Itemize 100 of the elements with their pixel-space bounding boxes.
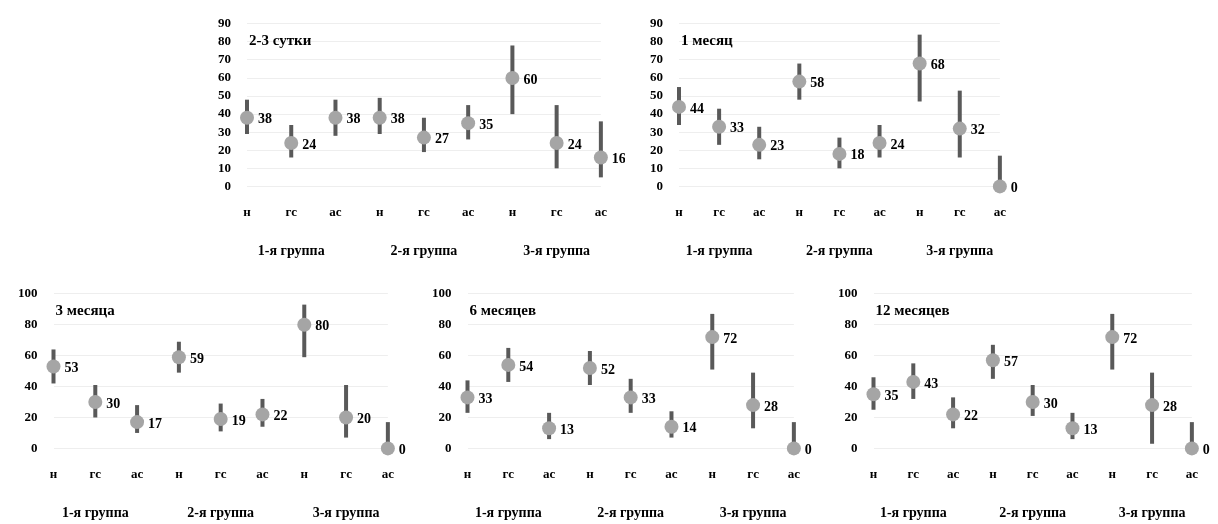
x-tick-label: гс (833, 203, 846, 219)
x-tick-label: гс (953, 203, 966, 219)
text: 3-я группа (523, 242, 591, 258)
x-tick-label: н (1108, 465, 1117, 481)
data-label: 13 (560, 421, 575, 437)
point (1184, 441, 1199, 456)
y-tick-label: 30 (650, 123, 663, 139)
data-label: 19 (231, 412, 246, 428)
x-tick-label: гс (1146, 465, 1159, 481)
text: 1-я группа (61, 504, 129, 520)
point (505, 71, 520, 85)
x-tick-label: н (915, 203, 924, 219)
x-tick-label: гс (285, 203, 298, 219)
text: 12 месяцев (875, 302, 950, 319)
x-tick-label: н (508, 203, 517, 219)
y-tick-label: 0 (31, 439, 38, 455)
point (872, 136, 887, 151)
data-label: 33 (478, 390, 493, 406)
x-tick-label: ас (256, 465, 269, 481)
data-label: 28 (764, 398, 779, 414)
point (240, 110, 254, 125)
data-label: 33 (641, 390, 656, 406)
text: 2-3 сутки (249, 32, 312, 49)
data-label: 72 (1123, 330, 1138, 346)
x-tick-label: ас (753, 203, 766, 219)
data-label: 32 (970, 122, 985, 138)
data-label: 0 (804, 442, 812, 458)
y-tick-label: 0 (224, 177, 231, 193)
y-tick-label: 20 (438, 408, 452, 424)
y-tick-label: 50 (218, 87, 231, 103)
y-tick-label: 10 (650, 159, 663, 175)
y-tick-label: 50 (650, 87, 663, 103)
data-label: 28 (1163, 398, 1178, 414)
data-label: 20 (357, 411, 372, 427)
data-label: 14 (682, 420, 697, 436)
y-tick-label: 80 (24, 316, 38, 332)
text: 3-я группа (1118, 504, 1186, 520)
point (88, 395, 103, 410)
point (1145, 398, 1160, 413)
x-tick-label: н (49, 465, 58, 481)
y-tick-label: 60 (24, 347, 38, 362)
data-label: 80 (315, 318, 330, 334)
point (952, 121, 967, 136)
point (664, 419, 679, 434)
point (1065, 421, 1080, 436)
x-tick-label: н (243, 203, 252, 219)
data-label: 68 (930, 57, 945, 73)
data-label: 38 (346, 111, 361, 127)
text: 1-я группа (685, 242, 753, 258)
y-tick-label: 100 (838, 285, 858, 301)
text: 2-я группа (999, 504, 1067, 520)
data-label: 38 (258, 111, 272, 127)
text: 1 месяц (681, 32, 734, 49)
point (786, 441, 801, 456)
data-label: 16 (611, 151, 626, 167)
data-label: 72 (723, 330, 738, 346)
text: 3-я группа (312, 504, 380, 520)
y-tick-label: 100 (432, 285, 452, 301)
x-tick-label: гс (713, 203, 726, 219)
data-label: 43 (924, 375, 939, 391)
data-label: 54 (519, 358, 534, 374)
x-tick-label: н (300, 465, 309, 481)
data-label: 35 (884, 387, 899, 403)
point (672, 99, 686, 114)
data-label: 13 (1083, 421, 1098, 437)
point (746, 398, 761, 413)
y-tick-label: 40 (438, 377, 452, 393)
y-tick-label: 0 (656, 177, 663, 193)
data-label: 44 (690, 100, 704, 116)
x-tick-label: ас (1066, 465, 1079, 481)
point (46, 359, 61, 374)
text: 1-я группа (474, 504, 542, 520)
point (460, 390, 475, 405)
x-tick-label: гс (624, 465, 637, 481)
x-tick-label: гс (550, 203, 563, 219)
point (705, 330, 720, 345)
text: 1-я группа (257, 242, 325, 258)
point (946, 407, 961, 422)
point (213, 412, 228, 427)
point (416, 130, 431, 145)
point (542, 421, 557, 436)
x-tick-label: ас (462, 203, 475, 219)
data-label: 23 (770, 138, 785, 154)
x-tick-label: ас (665, 465, 678, 481)
y-tick-label: 20 (844, 408, 858, 424)
data-label: 0 (1202, 442, 1210, 458)
point (297, 317, 312, 332)
x-tick-label: ас (946, 465, 960, 481)
point (171, 350, 186, 365)
data-label: 33 (730, 120, 745, 136)
y-tick-label: 0 (445, 439, 452, 455)
text: 2-я группа (187, 504, 255, 520)
text: 2-я группа (597, 504, 665, 520)
y-tick-label: 10 (218, 159, 231, 175)
x-tick-label: гс (418, 203, 430, 219)
point (1025, 395, 1040, 410)
text: 6 месяцев (469, 302, 536, 319)
x-tick-label: ас (594, 203, 608, 219)
text: 2-я группа (390, 242, 458, 258)
point (130, 415, 145, 430)
